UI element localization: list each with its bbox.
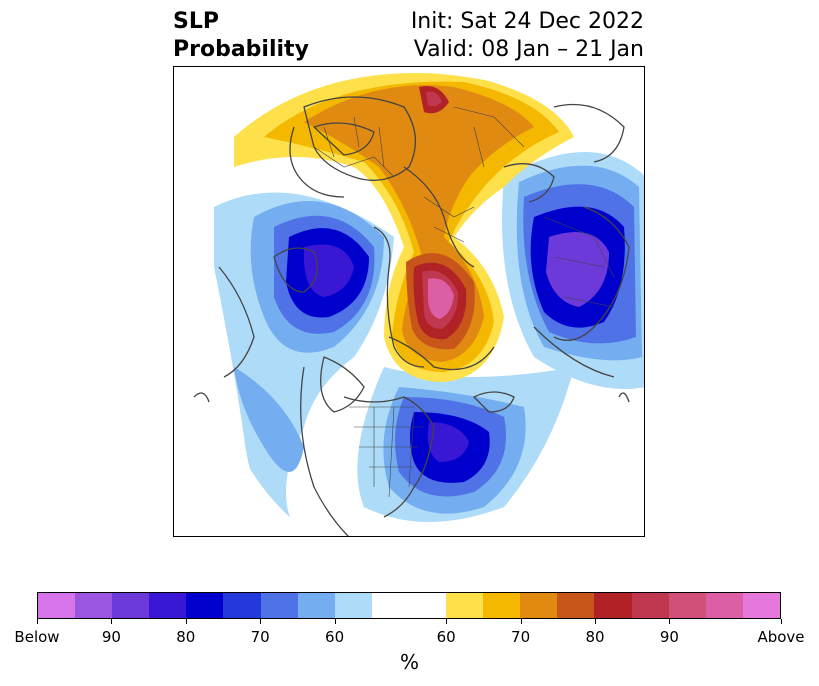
colorbar-segment — [520, 593, 558, 618]
map-panel — [173, 66, 645, 537]
colorbar-tick-label: 80 — [176, 628, 196, 646]
colorbar-segment — [223, 593, 261, 618]
colorbar-tick-mark — [260, 619, 262, 624]
colorbar-segment — [483, 593, 521, 618]
colorbar-tick-label: 80 — [585, 628, 605, 646]
colorbar-segment — [557, 593, 595, 618]
colorbar-segment — [631, 593, 669, 618]
colorbar — [37, 592, 781, 619]
colorbar-tick-mark — [520, 619, 522, 624]
colorbar-segment — [446, 593, 484, 618]
title-type: Probability — [173, 37, 309, 62]
colorbar-tick-label: Above — [757, 628, 805, 646]
title-left: SLP Probability — [173, 8, 309, 64]
colorbar-segment — [186, 593, 224, 618]
colorbar-tick-label: 60 — [325, 628, 345, 646]
colorbar-tick-mark — [446, 619, 448, 624]
init-date: Init: Sat 24 Dec 2022 — [410, 9, 644, 34]
colorbar-segment — [260, 593, 298, 618]
colorbar-tick-mark — [111, 619, 113, 624]
colorbar-segment — [75, 593, 113, 618]
colorbar-tick-label: 70 — [511, 628, 531, 646]
colorbar-segment — [334, 593, 372, 618]
colorbar-tick-mark — [37, 619, 38, 624]
above-90-region — [428, 278, 454, 319]
colorbar-tick-mark — [595, 619, 596, 624]
colorbar-segment — [668, 593, 706, 618]
above-north-cell-core — [426, 91, 442, 107]
valid-range: Valid: 08 Jan – 21 Jan — [413, 37, 644, 62]
colorbar-tick-label: 70 — [250, 628, 270, 646]
coastlines — [193, 96, 630, 536]
political-borders — [313, 106, 615, 498]
below-85-central — [427, 422, 469, 462]
title-variable: SLP — [173, 9, 219, 34]
colorbar-segment — [742, 593, 780, 618]
colorbar-tick-mark — [781, 619, 782, 624]
colorbar-tick-mark — [185, 619, 187, 624]
colorbar-segment — [705, 593, 743, 618]
above-70-region — [304, 85, 534, 362]
colorbar-segment — [38, 593, 76, 618]
colorbar-tick-label: 90 — [101, 628, 121, 646]
colorbar-segment — [297, 593, 335, 618]
below-60-south — [234, 367, 304, 472]
colorbar-tick-mark — [669, 619, 671, 624]
below-85-east — [546, 232, 609, 307]
colorbar-tick-label: Below — [14, 628, 60, 646]
title-right: Init: Sat 24 Dec 2022 Valid: 08 Jan – 21… — [411, 8, 644, 64]
colorbar-segment — [112, 593, 150, 618]
colorbar-tick-label: 90 — [659, 628, 679, 646]
colorbar-tick-mark — [334, 619, 336, 624]
colorbar-segment — [149, 593, 187, 618]
colorbar-segment — [371, 593, 447, 618]
colorbar-segment — [594, 593, 632, 618]
probability-map — [193, 73, 644, 536]
colorbar-tick-label: 60 — [436, 628, 456, 646]
colorbar-unit-label: % — [399, 650, 419, 674]
